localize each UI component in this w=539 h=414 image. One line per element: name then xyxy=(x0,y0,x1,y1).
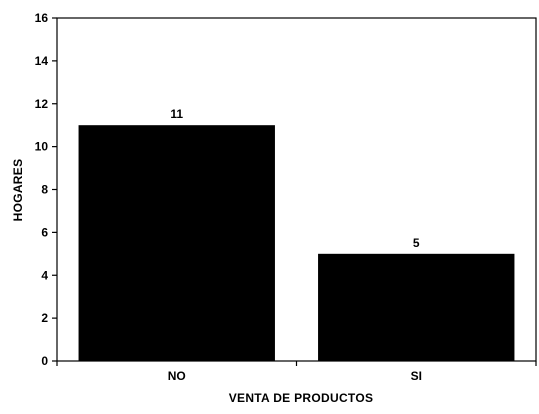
y-tick-label: 12 xyxy=(35,97,49,111)
y-tick-label: 0 xyxy=(41,354,48,368)
x-category-label-si: SI xyxy=(411,369,422,383)
y-tick-label: 8 xyxy=(41,183,48,197)
bar-no xyxy=(78,125,275,361)
y-axis-title: HOGARES xyxy=(11,159,25,222)
y-tick-label: 6 xyxy=(41,225,48,239)
data-label-no: 11 xyxy=(170,107,183,121)
y-tick-label: 4 xyxy=(41,268,48,282)
x-category-label-no: NO xyxy=(168,369,186,383)
data-label-si: 5 xyxy=(413,236,420,250)
bar-si xyxy=(318,253,515,361)
y-tick-label: 10 xyxy=(35,140,49,154)
y-tick-label: 14 xyxy=(35,54,49,68)
x-axis-title: VENTA DE PRODUCTOS xyxy=(229,391,374,405)
y-tick-label: 2 xyxy=(41,311,48,325)
y-tick-label: 16 xyxy=(35,11,49,25)
